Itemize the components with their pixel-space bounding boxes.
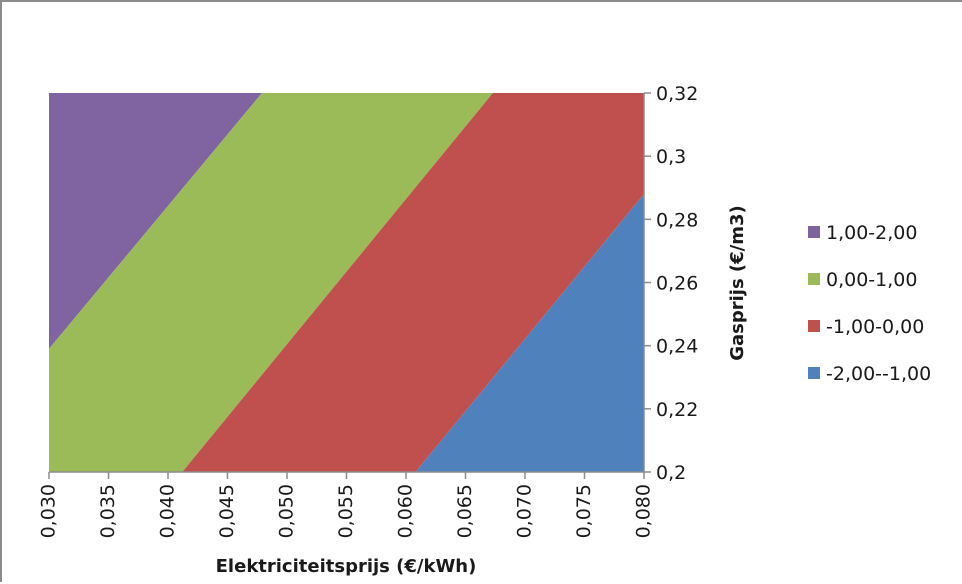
x-tick-label: 0,070 bbox=[514, 484, 536, 538]
legend-swatch-2-00-1-00 bbox=[808, 367, 820, 379]
legend-swatch-0-00-1-00 bbox=[808, 273, 820, 285]
area-band-3 bbox=[182, 93, 644, 472]
x-tick-label: 0,030 bbox=[38, 484, 60, 538]
y-tick-label: 0,32 bbox=[656, 83, 698, 105]
x-tick-label: 0,075 bbox=[573, 484, 595, 538]
legend-swatch-1-00-0-00 bbox=[808, 320, 820, 332]
y-tick-label: 0,28 bbox=[656, 209, 698, 231]
x-tick-label: 0,065 bbox=[454, 484, 476, 538]
legend-label-2-00-1-00: -2,00--1,00 bbox=[826, 363, 931, 385]
legend-label-1-00-2-00: 1,00-2,00 bbox=[826, 222, 917, 244]
area-band-4 bbox=[415, 194, 644, 473]
legend-label-1-00-0-00: -1,00-0,00 bbox=[826, 316, 924, 338]
x-tick-label: 0,045 bbox=[216, 484, 238, 538]
legend-label-0-00-1-00: 0,00-1,00 bbox=[826, 269, 917, 291]
x-tick-label: 0,055 bbox=[335, 484, 357, 538]
y-tick-label: 0,3 bbox=[656, 146, 686, 168]
axes: 0,030 0,035 0,040 0,045 0,050 0,055 0,060 0,065… bbox=[38, 83, 699, 538]
x-tick-label: 0,060 bbox=[395, 484, 417, 538]
y-tick-label: 0,2 bbox=[656, 462, 686, 484]
x-tick-label: 0,040 bbox=[157, 484, 179, 538]
area-band-2 bbox=[49, 93, 493, 472]
x-tick-label: 0,050 bbox=[276, 484, 298, 538]
y-tick-label: 0,24 bbox=[656, 336, 698, 358]
plot-area bbox=[49, 93, 644, 473]
x-axis-title: Elektriciteitsprijs (€/kWh) bbox=[216, 556, 477, 577]
y-tick-label: 0,22 bbox=[656, 399, 698, 421]
legend: 1,00-2,00 0,00-1,00 -1,00-0,00 -2,00--1,00 bbox=[808, 222, 931, 385]
x-tick-label: 0,035 bbox=[97, 484, 119, 538]
x-tick-label: 0,080 bbox=[633, 484, 655, 538]
legend-swatch-1-00-2-00 bbox=[808, 226, 820, 238]
y-axis-title: Gasprijs (€/m3) bbox=[727, 205, 748, 361]
y-tick-label: 0,26 bbox=[656, 273, 698, 295]
